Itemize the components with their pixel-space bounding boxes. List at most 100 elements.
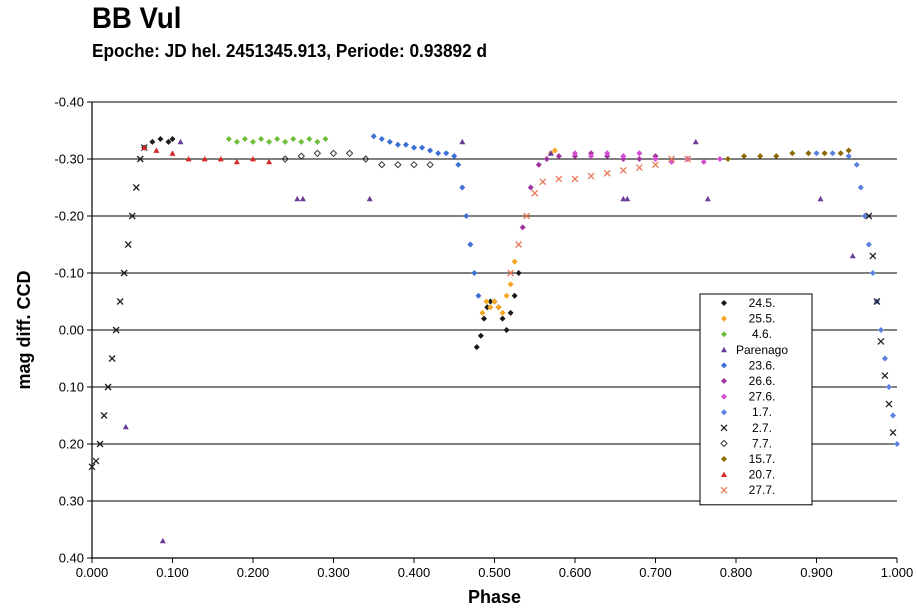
- point-8-8: [120, 269, 128, 277]
- point-12-0: [507, 269, 515, 277]
- point-1-8: [511, 258, 518, 265]
- point-12-3: [531, 189, 539, 197]
- point-8-4: [104, 383, 112, 391]
- point-12-7: [587, 172, 595, 180]
- legend-marker-4: [721, 362, 727, 369]
- point-12-8: [603, 169, 611, 177]
- series-10: [724, 147, 852, 162]
- point-4-16: [475, 292, 482, 299]
- point-0-8: [503, 327, 510, 333]
- point-1-4: [495, 304, 502, 311]
- point-2-7: [282, 138, 289, 145]
- series-1: [479, 147, 558, 316]
- point-0-16: [169, 136, 176, 143]
- point-4-6: [419, 144, 426, 151]
- point-0-0: [473, 344, 480, 351]
- point-6-3: [620, 153, 627, 160]
- point-1-6: [503, 292, 510, 299]
- point-10-3: [773, 153, 780, 160]
- point-2-1: [233, 138, 240, 145]
- point-10-6: [821, 150, 828, 157]
- point-8-17: [877, 337, 885, 345]
- legend-label-1: 25.5.: [749, 312, 776, 326]
- point-4-4: [402, 141, 409, 148]
- series-4: [370, 133, 482, 299]
- point-0-7: [499, 315, 506, 322]
- point-7-10: [881, 355, 888, 362]
- x-tick-label-7: 0.700: [639, 565, 672, 580]
- point-8-19: [885, 400, 893, 408]
- y-tick-label-2: -0.20: [54, 209, 84, 224]
- point-3-9: [692, 138, 699, 145]
- series-12: [507, 155, 692, 277]
- point-7-9: [877, 327, 884, 333]
- point-9-1: [297, 152, 306, 160]
- series-0: [141, 136, 522, 351]
- point-1-10: [551, 147, 558, 154]
- legend-box: [699, 293, 813, 506]
- legend-marker-3: [721, 346, 727, 353]
- point-8-18: [881, 372, 889, 380]
- legend-label-11: 20.7.: [749, 468, 776, 482]
- point-5-3: [543, 156, 550, 162]
- point-0-9: [507, 309, 514, 316]
- point-0-2: [481, 315, 488, 322]
- point-2-12: [322, 136, 329, 143]
- x-tick-labels: 0.000 0.100 0.200 0.300 0.400 0.500 0.600 0.700…: [76, 565, 914, 580]
- point-3-2: [177, 138, 184, 145]
- point-3-7: [620, 195, 627, 202]
- legend-marker-1: [721, 315, 727, 322]
- point-1-3: [491, 298, 498, 305]
- point-0-15: [165, 138, 172, 145]
- legend-label-12: 27.7.: [749, 483, 776, 497]
- y-tick-label-7: 0.30: [59, 494, 84, 509]
- point-0-10: [511, 292, 518, 299]
- point-7-0: [813, 150, 820, 157]
- series-9: [281, 149, 434, 169]
- point-0-4: [487, 298, 494, 305]
- point-12-1: [515, 241, 523, 248]
- point-2-2: [241, 136, 248, 143]
- point-2-10: [306, 136, 313, 143]
- legend-label-6: 27.6.: [749, 390, 776, 404]
- point-8-20: [889, 429, 897, 437]
- point-8-5: [108, 355, 116, 362]
- x-axis-label: Phase: [468, 587, 521, 607]
- point-9-9: [426, 160, 434, 169]
- legend-label-7: 1.7.: [752, 405, 772, 419]
- point-3-1: [122, 423, 129, 430]
- legend-marker-12: [720, 486, 728, 494]
- y-tick-label-0: -0.40: [54, 95, 84, 110]
- point-2-8: [290, 136, 297, 143]
- point-3-0: [159, 537, 166, 544]
- point-4-3: [394, 141, 401, 148]
- point-4-9: [443, 150, 450, 157]
- point-6-4: [636, 150, 643, 157]
- series-6: [572, 150, 723, 165]
- y-tick-label-4: 0.00: [59, 323, 84, 338]
- legend-marker-5: [721, 378, 727, 384]
- legend-label-3: Parenago: [736, 343, 788, 357]
- point-3-12: [849, 252, 856, 259]
- point-8-15: [869, 252, 877, 260]
- point-8-3: [100, 412, 108, 419]
- point-8-2: [96, 440, 104, 448]
- legend-label-4: 23.6.: [749, 358, 776, 372]
- point-4-0: [370, 133, 377, 140]
- point-12-10: [635, 164, 643, 172]
- point-2-6: [274, 136, 281, 143]
- point-9-0: [281, 155, 289, 163]
- y-tick-label-3: -0.10: [54, 266, 84, 281]
- point-10-4: [789, 150, 796, 157]
- y-tick-label-5: 0.10: [59, 380, 84, 395]
- point-6-5: [652, 156, 659, 162]
- x-tick-label-4: 0.400: [398, 565, 431, 580]
- point-5-2: [535, 161, 542, 168]
- point-8-0: [88, 463, 96, 471]
- legend-marker-9: [720, 439, 728, 448]
- point-10-5: [805, 150, 812, 157]
- y-tick-label-6: 0.20: [59, 437, 84, 452]
- series-8: [88, 144, 897, 471]
- point-2-0: [225, 136, 232, 143]
